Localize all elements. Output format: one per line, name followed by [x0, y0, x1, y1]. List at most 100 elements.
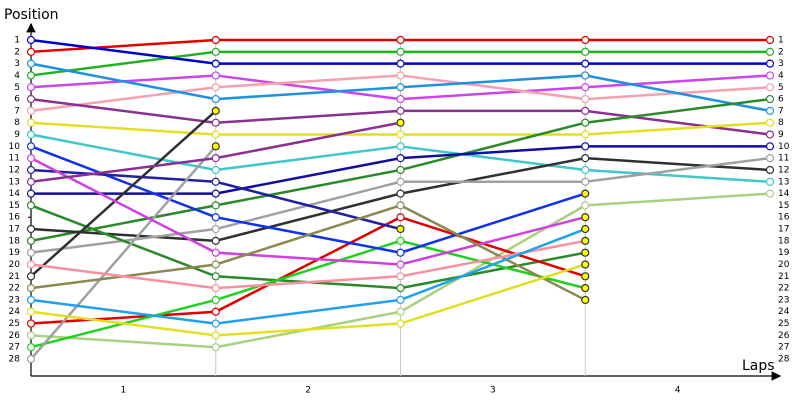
series-line [30, 227, 586, 325]
position-marker [396, 94, 405, 104]
series-line [30, 215, 586, 325]
position-marker [396, 142, 405, 151]
position-marker [211, 201, 220, 210]
y-tick-label-right: 15 [778, 201, 789, 211]
position-marker [26, 343, 36, 352]
y-tick-label: 14 [9, 189, 21, 199]
position-marker [26, 307, 36, 316]
position-marker [211, 213, 220, 222]
position-marker [26, 354, 36, 364]
position-marker [396, 47, 405, 56]
position-marker [26, 224, 36, 234]
y-tick-label: 16 [9, 213, 21, 223]
y-tick-label: 5 [14, 83, 20, 93]
y-tick-label-right: 25 [778, 319, 789, 329]
y-tick-label: 25 [9, 319, 20, 329]
position-marker [26, 177, 36, 186]
y-tick-label: 17 [9, 225, 20, 235]
position-marker [765, 165, 775, 175]
position-marker [765, 142, 775, 151]
position-marker [211, 331, 220, 340]
position-marker [26, 142, 36, 151]
position-marker [211, 177, 220, 186]
y-tick-label-right: 27 [778, 343, 789, 353]
position-marker [26, 165, 36, 175]
y-tick-label-right: 22 [778, 284, 789, 294]
position-marker [211, 106, 220, 115]
position-marker [211, 94, 220, 104]
position-marker [765, 71, 775, 80]
position-marker [581, 59, 590, 68]
position-marker [396, 130, 405, 139]
position-marker [581, 177, 590, 186]
position-marker [581, 260, 590, 269]
position-marker [396, 106, 405, 115]
position-marker [765, 177, 775, 186]
y-tick-label: 18 [9, 236, 21, 246]
y-tick-label-right: 17 [778, 225, 789, 235]
y-tick-label: 24 [9, 307, 21, 317]
position-marker [581, 83, 590, 92]
y-tick-label-right: 28 [778, 355, 790, 365]
position-marker [396, 165, 405, 175]
y-tick-label-right: 3 [778, 59, 784, 69]
position-marker [765, 35, 775, 45]
y-tick-label-right: 2 [778, 47, 784, 57]
position-marker [26, 260, 36, 269]
position-marker [211, 260, 220, 269]
position-marker [26, 189, 36, 198]
position-marker [581, 224, 590, 234]
position-marker [396, 213, 405, 222]
position-marker [581, 236, 590, 245]
x-tick-label: 1 [121, 386, 127, 396]
series-line [30, 145, 217, 360]
position-marker [26, 284, 36, 293]
position-marker [211, 35, 220, 45]
position-marker [765, 59, 775, 68]
position-marker [26, 248, 36, 257]
position-marker [211, 189, 220, 198]
position-marker [211, 130, 220, 139]
position-marker [581, 94, 590, 104]
y-tick-label-right: 26 [778, 331, 790, 341]
position-marker [396, 248, 405, 257]
position-marker [211, 319, 220, 328]
position-marker [396, 319, 405, 328]
y-tick-label: 7 [14, 106, 20, 116]
position-marker [765, 83, 775, 92]
position-marker [765, 94, 775, 104]
position-marker [211, 295, 220, 305]
position-marker [581, 47, 590, 56]
position-marker [765, 189, 775, 198]
position-marker [581, 165, 590, 175]
position-marker [211, 118, 220, 127]
position-marker [581, 272, 590, 281]
x-tick-label: 4 [675, 386, 681, 396]
position-marker [211, 284, 220, 293]
position-marker [26, 130, 36, 139]
position-marker [211, 165, 220, 175]
position-marker [211, 272, 220, 281]
position-marker [211, 83, 220, 92]
position-marker [211, 307, 220, 316]
position-marker [211, 47, 220, 56]
position-marker [581, 201, 590, 210]
y-tick-label: 4 [14, 71, 20, 81]
position-marker [211, 71, 220, 80]
position-marker [26, 83, 36, 92]
position-marker [765, 130, 775, 139]
y-tick-label: 13 [9, 177, 20, 187]
position-marker [581, 118, 590, 127]
position-marker [26, 331, 36, 340]
position-marker [211, 248, 220, 257]
position-marker [581, 106, 590, 115]
y-tick-label-right: 8 [778, 118, 784, 128]
x-tick-label: 2 [305, 386, 311, 396]
position-marker [581, 248, 590, 257]
y-tick-label-right: 7 [778, 106, 784, 116]
y-tick-label-right: 6 [778, 95, 784, 105]
position-marker [581, 130, 590, 139]
y-tick-label: 28 [9, 355, 21, 365]
position-marker [581, 35, 590, 45]
